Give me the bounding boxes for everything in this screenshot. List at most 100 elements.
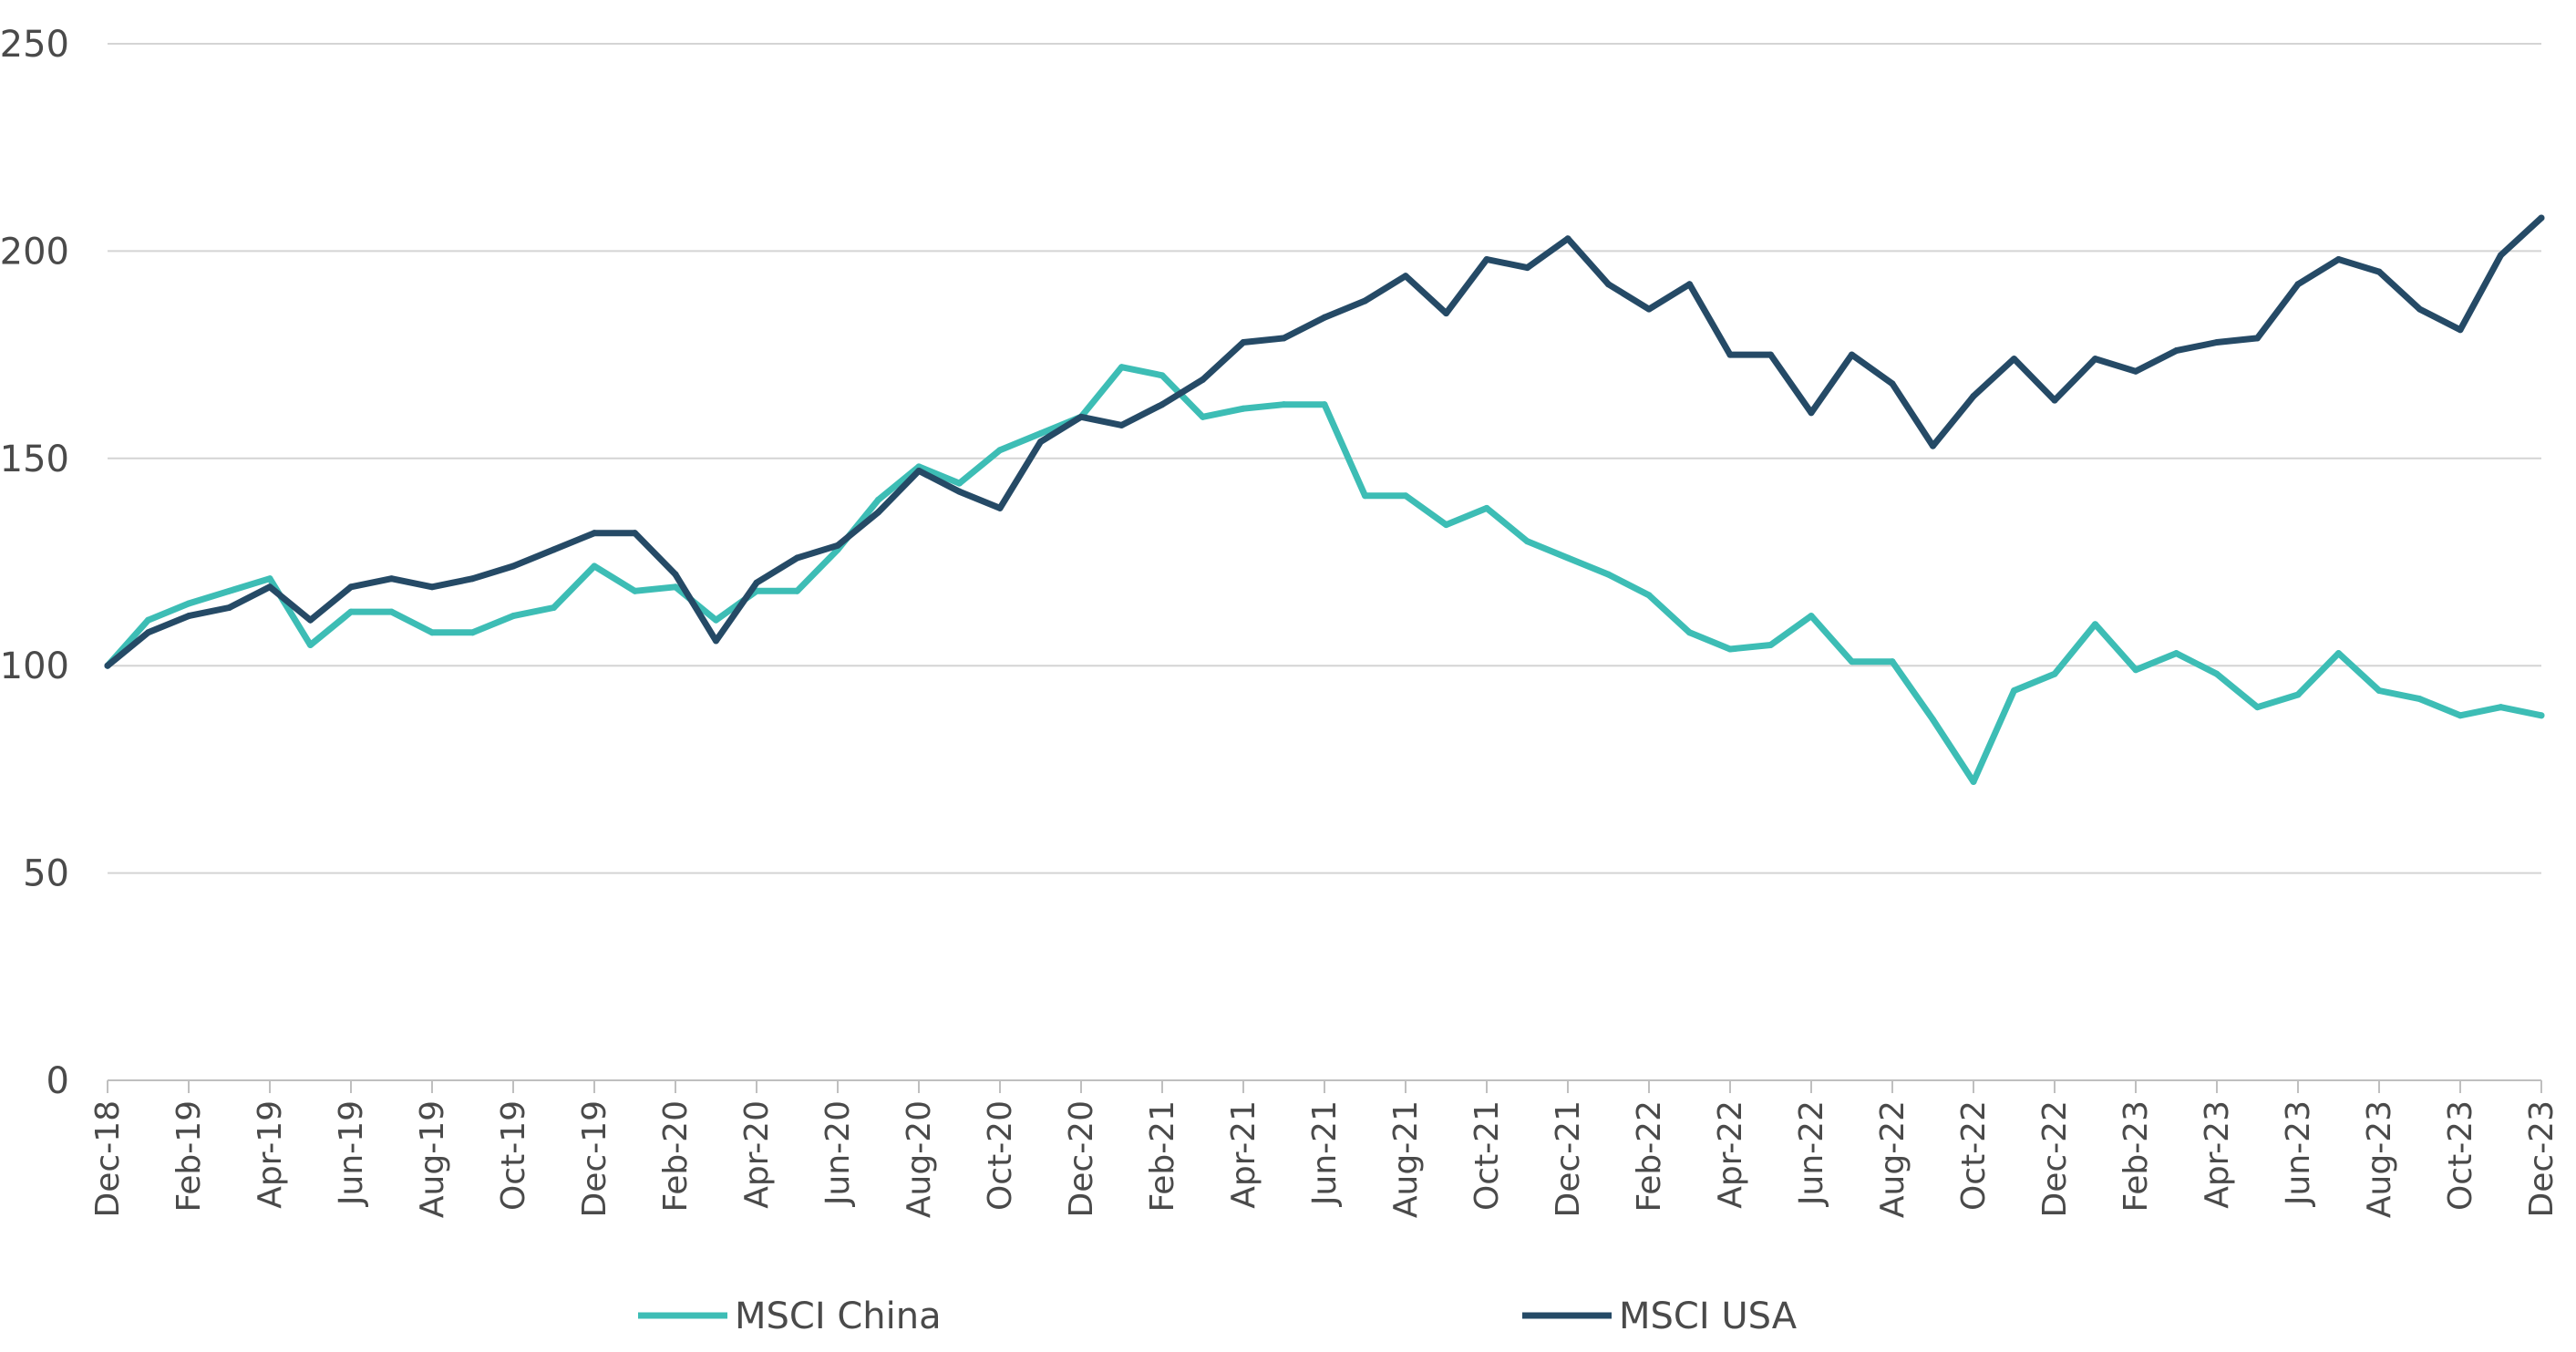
data-point-msci-usa-Feb-20 — [672, 571, 679, 578]
data-point-msci-usa-Sep-23 — [2416, 305, 2423, 313]
data-point-msci-usa-Nov-22 — [2011, 356, 2017, 363]
data-point-msci-china-May-23 — [2254, 704, 2261, 711]
data-point-msci-china-Mar-21 — [1200, 413, 1206, 420]
data-point-msci-usa-Jun-21 — [1321, 314, 1328, 321]
data-point-msci-china-Nov-19 — [551, 604, 557, 612]
data-point-msci-usa-Sep-21 — [1443, 310, 1449, 317]
data-point-msci-usa-Jul-19 — [388, 575, 395, 583]
data-point-msci-china-Aug-22 — [1889, 658, 1896, 666]
data-point-msci-usa-Dec-21 — [1564, 235, 1571, 243]
data-point-msci-usa-May-19 — [307, 616, 314, 624]
data-point-msci-usa-Feb-23 — [2132, 367, 2139, 375]
data-point-msci-usa-Jan-20 — [632, 530, 638, 537]
data-point-msci-china-Apr-22 — [1726, 645, 1734, 653]
data-point-msci-china-Dec-21 — [1564, 554, 1571, 562]
data-point-msci-usa-Apr-19 — [266, 583, 273, 591]
data-point-msci-china-Feb-19 — [185, 600, 192, 607]
x-tick-label-Oct-19: Oct-19 — [495, 1100, 532, 1211]
data-point-msci-usa-Oct-20 — [996, 504, 1004, 511]
series-msci-usa — [104, 214, 2545, 669]
x-tick-label-Oct-20: Oct-20 — [982, 1100, 1019, 1211]
data-point-msci-usa-Jun-20 — [834, 542, 841, 549]
data-point-msci-usa-Apr-23 — [2213, 338, 2221, 346]
x-tick-label-Dec-23: Dec-23 — [2523, 1100, 2561, 1217]
data-point-msci-china-Jun-22 — [1808, 613, 1815, 620]
data-point-msci-usa-Jul-22 — [1849, 351, 1855, 358]
x-tick-label-Feb-20: Feb-20 — [657, 1100, 695, 1213]
data-point-msci-usa-Nov-19 — [551, 546, 557, 553]
data-point-msci-usa-Feb-19 — [185, 613, 192, 620]
data-point-msci-usa-Sep-19 — [469, 575, 476, 583]
data-point-msci-china-May-22 — [1767, 641, 1774, 648]
data-point-msci-china-Jul-21 — [1362, 492, 1368, 500]
data-point-msci-usa-Oct-22 — [1970, 393, 1977, 400]
data-point-msci-china-Dec-23 — [2538, 712, 2545, 719]
data-point-msci-usa-Apr-22 — [1726, 351, 1734, 358]
x-tick-label-Dec-18: Dec-18 — [89, 1100, 127, 1217]
data-point-msci-china-Feb-22 — [1645, 592, 1653, 599]
data-point-msci-usa-Nov-21 — [1524, 264, 1530, 272]
data-point-msci-usa-Jul-21 — [1362, 297, 1368, 304]
y-tick-label-100: 100 — [0, 645, 69, 687]
data-point-msci-usa-Sep-20 — [956, 488, 963, 495]
data-point-msci-usa-Aug-23 — [2375, 268, 2383, 275]
x-tick-label-Dec-21: Dec-21 — [1550, 1100, 1587, 1217]
y-tick-label-50: 50 — [23, 853, 69, 895]
data-point-msci-china-Jun-23 — [2294, 691, 2302, 698]
data-point-msci-china-Aug-23 — [2375, 686, 2383, 694]
x-tick-label-Jun-23: Jun-23 — [2280, 1100, 2317, 1207]
data-point-msci-china-Apr-21 — [1240, 405, 1247, 412]
data-point-msci-usa-Aug-20 — [915, 467, 922, 474]
x-tick-label-Aug-20: Aug-20 — [901, 1100, 938, 1218]
data-point-msci-china-Apr-19 — [266, 575, 273, 583]
data-point-msci-china-Mar-19 — [226, 587, 232, 594]
data-point-msci-usa-Oct-21 — [1483, 255, 1490, 263]
data-point-msci-china-Jul-19 — [388, 608, 395, 615]
legend-label-msci-china: MSCI China — [735, 1295, 942, 1337]
data-point-msci-china-Jan-19 — [145, 616, 151, 624]
data-point-msci-china-Mar-23 — [2173, 650, 2179, 657]
data-point-msci-china-Aug-21 — [1402, 492, 1409, 500]
data-point-msci-usa-Jun-23 — [2294, 281, 2302, 288]
series-msci-china — [104, 364, 2545, 786]
data-point-msci-china-Mar-22 — [1686, 629, 1693, 636]
gridlines — [108, 43, 2541, 874]
x-tick-label-Jun-20: Jun-20 — [819, 1100, 857, 1207]
data-point-msci-china-Feb-21 — [1159, 372, 1166, 379]
series-line-msci-china — [104, 364, 2545, 785]
data-point-msci-usa-Oct-19 — [510, 562, 517, 570]
data-point-msci-usa-Feb-22 — [1645, 305, 1653, 313]
data-point-msci-china-Oct-20 — [996, 447, 1004, 454]
data-point-msci-usa-Sep-22 — [1930, 442, 1936, 449]
data-point-msci-usa-Jan-19 — [145, 629, 151, 636]
x-tick-label-Dec-22: Dec-22 — [2036, 1100, 2074, 1217]
data-point-msci-usa-Dec-18 — [104, 662, 111, 669]
data-point-msci-usa-Dec-20 — [1077, 413, 1085, 420]
data-point-msci-usa-Jul-23 — [2335, 255, 2342, 263]
data-point-msci-china-Sep-23 — [2416, 696, 2423, 703]
x-tick-label-Aug-23: Aug-23 — [2361, 1100, 2398, 1218]
data-point-msci-china-Jul-20 — [875, 496, 881, 503]
x-tick-label-Oct-23: Oct-23 — [2442, 1100, 2479, 1211]
data-point-msci-usa-Mar-21 — [1200, 376, 1206, 383]
x-tick-label-Apr-19: Apr-19 — [252, 1100, 289, 1209]
data-point-msci-china-Mar-20 — [713, 616, 719, 624]
data-point-msci-usa-Jul-20 — [875, 509, 881, 516]
data-point-msci-china-Oct-19 — [510, 613, 517, 620]
data-point-msci-usa-May-22 — [1767, 351, 1774, 358]
data-point-msci-usa-Aug-21 — [1402, 273, 1409, 280]
data-point-msci-usa-Apr-21 — [1240, 338, 1247, 346]
data-point-msci-china-Nov-23 — [2498, 704, 2504, 711]
data-point-msci-usa-Aug-19 — [428, 583, 436, 591]
data-point-msci-china-May-20 — [794, 587, 800, 594]
data-point-msci-usa-Aug-22 — [1889, 380, 1896, 387]
data-point-msci-china-Sep-22 — [1930, 716, 1936, 723]
data-point-msci-usa-Apr-20 — [753, 579, 760, 586]
data-point-msci-china-Jul-23 — [2335, 650, 2342, 657]
data-point-msci-china-Aug-19 — [428, 629, 436, 636]
data-point-msci-usa-Oct-23 — [2457, 326, 2464, 334]
data-point-msci-usa-Dec-19 — [591, 530, 598, 537]
data-point-msci-china-Jun-21 — [1321, 401, 1328, 408]
